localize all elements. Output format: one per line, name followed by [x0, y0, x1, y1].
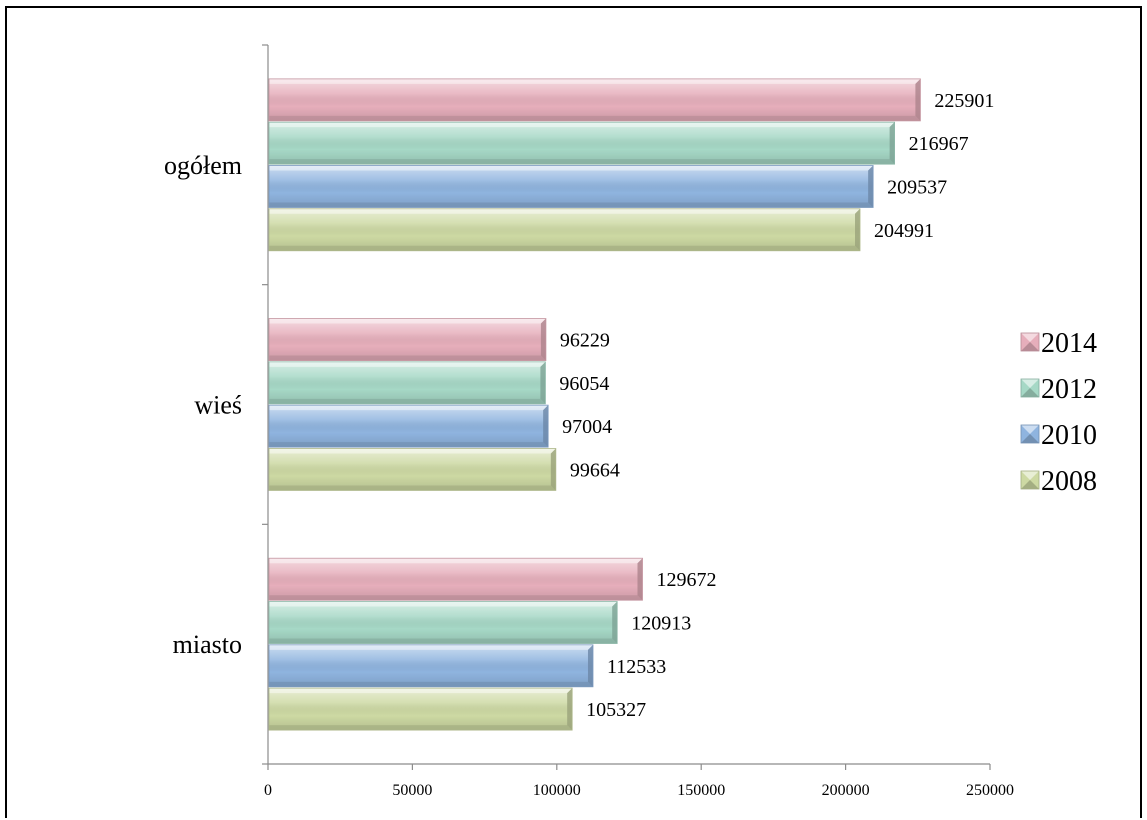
data-label: 204991	[874, 220, 934, 242]
bar	[268, 557, 643, 601]
data-label: 99664	[570, 459, 620, 481]
data-label: 112533	[607, 656, 666, 678]
legend-label: 2012	[1041, 374, 1097, 405]
bar	[268, 644, 594, 688]
data-label: 129672	[656, 569, 716, 591]
data-label: 97004	[562, 416, 612, 438]
legend-label: 2014	[1041, 328, 1097, 359]
bar	[268, 687, 573, 731]
bar	[268, 318, 547, 361]
bar	[268, 361, 546, 405]
bar	[268, 165, 874, 208]
data-label: 216967	[909, 133, 969, 155]
legend-item: 2008	[1020, 466, 1097, 497]
bar	[268, 601, 618, 644]
category-label: wieś	[194, 391, 242, 420]
legend-item: 2012	[1020, 374, 1097, 405]
legend-label: 2008	[1041, 466, 1097, 497]
bar	[268, 78, 921, 122]
data-label: 96054	[559, 373, 609, 395]
data-label: 96229	[560, 330, 610, 352]
legend-item: 2014	[1020, 328, 1097, 359]
x-tick-label: 0	[264, 782, 272, 799]
legend-swatch	[1020, 470, 1040, 490]
bar	[268, 404, 549, 448]
x-tick-label: 100000	[533, 782, 581, 799]
category-label: miasto	[173, 630, 242, 659]
bar	[268, 448, 557, 491]
legend-swatch	[1020, 332, 1040, 352]
x-tick-label: 50000	[392, 782, 432, 799]
bar	[268, 208, 861, 252]
legend-swatch	[1020, 424, 1040, 444]
legend-label: 2010	[1041, 420, 1097, 451]
data-label: 120913	[631, 613, 691, 635]
bar	[268, 121, 896, 165]
x-tick-label: 200000	[822, 782, 870, 799]
data-label: 105327	[586, 699, 646, 721]
legend-swatch	[1020, 378, 1040, 398]
x-tick-label: 250000	[966, 782, 1014, 799]
category-label: ogółem	[164, 151, 242, 180]
data-label: 225901	[934, 90, 994, 112]
data-label: 209537	[887, 176, 947, 198]
legend-item: 2010	[1020, 420, 1097, 451]
x-tick-label: 150000	[677, 782, 725, 799]
